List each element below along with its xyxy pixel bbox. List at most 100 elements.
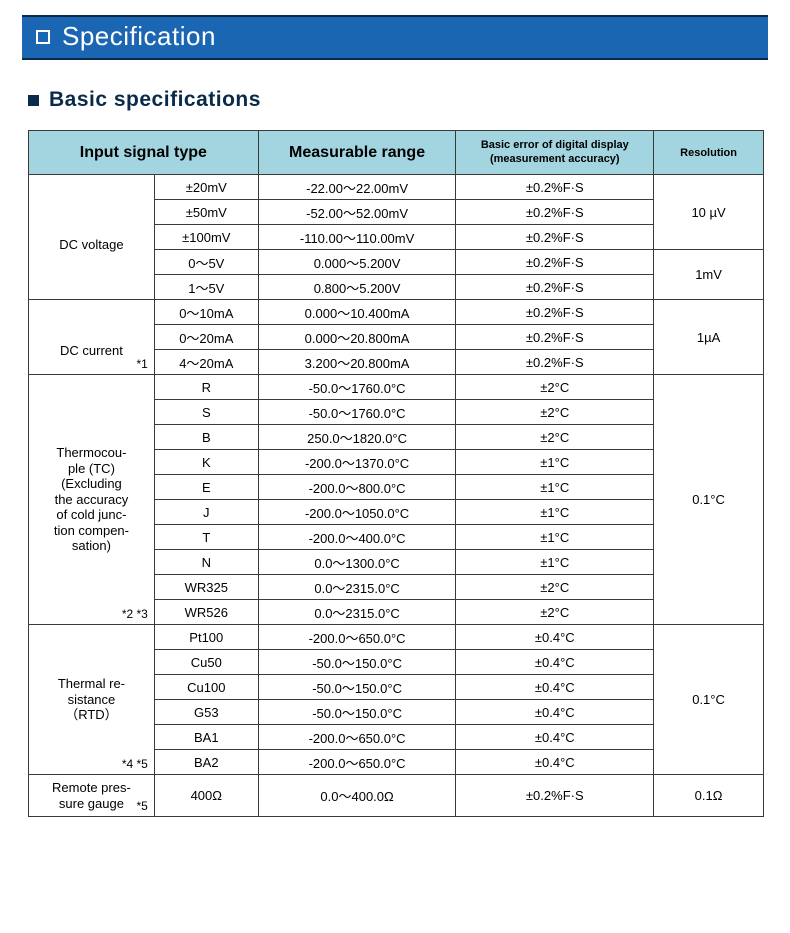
banner-title: Specification (62, 21, 216, 52)
range-cell: 0.000～5.200V (258, 250, 456, 275)
range-cell: -200.0～1050.0°C (258, 500, 456, 525)
subtype-cell: N (154, 550, 258, 575)
range-cell: 0.0～2315.0°C (258, 600, 456, 625)
col-resolution: Resolution (654, 131, 764, 175)
group-label: Thermal re-sistance（RTD） *4 *5 (29, 625, 155, 775)
resolution-cell: 10 µV (654, 175, 764, 250)
table-row: Thermocou-ple (TC)(Excludingthe accuracy… (29, 375, 764, 400)
subtype-cell: K (154, 450, 258, 475)
subtype-cell: Pt100 (154, 625, 258, 650)
subhead-bullet-icon (28, 95, 39, 106)
subtype-cell: E (154, 475, 258, 500)
subtype-cell: ±100mV (154, 225, 258, 250)
resolution-cell: 0.1°C (654, 625, 764, 775)
subtype-cell: ±50mV (154, 200, 258, 225)
range-cell: 0.0～400.0Ω (258, 775, 456, 817)
error-cell: ±2°C (456, 575, 654, 600)
range-cell: -110.00～110.00mV (258, 225, 456, 250)
table-row: DC current*10～10mA0.000～10.400mA±0.2%F·S… (29, 300, 764, 325)
group-label-text: Thermal re-sistance（RTD） (29, 676, 154, 723)
group-footnote: *2 *3 (122, 607, 148, 621)
range-cell: -200.0～1370.0°C (258, 450, 456, 475)
error-cell: ±0.2%F·S (456, 325, 654, 350)
subtype-cell: 400Ω (154, 775, 258, 817)
range-cell: -200.0～650.0°C (258, 725, 456, 750)
resolution-cell: 0.1°C (654, 375, 764, 625)
subtype-cell: 0～5V (154, 250, 258, 275)
table-row: DC voltage±20mV-22.00～22.00mV±0.2%F·S10 … (29, 175, 764, 200)
group-footnote: *4 *5 (122, 757, 148, 771)
error-cell: ±2°C (456, 425, 654, 450)
error-cell: ±2°C (456, 600, 654, 625)
subtype-cell: WR526 (154, 600, 258, 625)
range-cell: -50.0～1760.0°C (258, 400, 456, 425)
subtype-cell: BA2 (154, 750, 258, 775)
col-measurable-range: Measurable range (258, 131, 456, 175)
group-footnote: *5 (137, 799, 148, 813)
subtype-cell: 0～20mA (154, 325, 258, 350)
group-label: DC voltage (29, 175, 155, 300)
error-cell: ±1°C (456, 450, 654, 475)
error-cell: ±0.2%F·S (456, 775, 654, 817)
error-cell: ±0.4°C (456, 750, 654, 775)
subtype-cell: S (154, 400, 258, 425)
subtype-cell: J (154, 500, 258, 525)
range-cell: -50.0～150.0°C (258, 675, 456, 700)
error-cell: ±0.4°C (456, 625, 654, 650)
error-cell: ±0.2%F·S (456, 175, 654, 200)
error-cell: ±0.2%F·S (456, 225, 654, 250)
range-cell: -50.0～150.0°C (258, 700, 456, 725)
error-cell: ±0.2%F·S (456, 250, 654, 275)
section-banner: Specification (22, 15, 768, 60)
group-footnote: *1 (137, 357, 148, 371)
range-cell: -200.0～650.0°C (258, 750, 456, 775)
subtype-cell: BA1 (154, 725, 258, 750)
subtype-cell: 4～20mA (154, 350, 258, 375)
error-cell: ±0.4°C (456, 650, 654, 675)
resolution-cell: 1µA (654, 300, 764, 375)
error-cell: ±1°C (456, 550, 654, 575)
range-cell: -52.00～52.00mV (258, 200, 456, 225)
range-cell: 0.000～20.800mA (258, 325, 456, 350)
error-cell: ±1°C (456, 475, 654, 500)
banner-bullet-icon (36, 30, 50, 44)
error-cell: ±1°C (456, 500, 654, 525)
subtype-cell: G53 (154, 700, 258, 725)
col-basic-error: Basic error of digital display(measureme… (456, 131, 654, 175)
subhead-text: Basic specifications (49, 88, 261, 112)
group-label: DC current*1 (29, 300, 155, 375)
subsection-heading: Basic specifications (28, 88, 768, 112)
range-cell: 0.0～2315.0°C (258, 575, 456, 600)
error-cell: ±0.2%F·S (456, 350, 654, 375)
error-cell: ±0.2%F·S (456, 275, 654, 300)
group-label: Remote pres-sure gauge*5 (29, 775, 155, 817)
range-cell: 3.200～20.800mA (258, 350, 456, 375)
error-cell: ±0.2%F·S (456, 300, 654, 325)
resolution-cell: 1mV (654, 250, 764, 300)
header-row: Input signal type Measurable range Basic… (29, 131, 764, 175)
subtype-cell: Cu100 (154, 675, 258, 700)
range-cell: -22.00～22.00mV (258, 175, 456, 200)
spec-table: Input signal type Measurable range Basic… (28, 130, 764, 817)
group-label-text: DC current (29, 343, 154, 359)
group-label-text: Remote pres-sure gauge (29, 780, 154, 811)
range-cell: -50.0～150.0°C (258, 650, 456, 675)
range-cell: 250.0～1820.0°C (258, 425, 456, 450)
range-cell: -200.0～800.0°C (258, 475, 456, 500)
error-cell: ±0.4°C (456, 725, 654, 750)
group-label-text: DC voltage (29, 237, 154, 253)
error-cell: ±1°C (456, 525, 654, 550)
group-label-text: Thermocou-ple (TC)(Excludingthe accuracy… (29, 445, 154, 554)
range-cell: 0.800～5.200V (258, 275, 456, 300)
subtype-cell: Cu50 (154, 650, 258, 675)
subtype-cell: 1～5V (154, 275, 258, 300)
range-cell: -50.0～1760.0°C (258, 375, 456, 400)
subtype-cell: WR325 (154, 575, 258, 600)
range-cell: 0.0～1300.0°C (258, 550, 456, 575)
subtype-cell: 0～10mA (154, 300, 258, 325)
resolution-cell: 0.1Ω (654, 775, 764, 817)
error-cell: ±2°C (456, 400, 654, 425)
subtype-cell: ±20mV (154, 175, 258, 200)
subtype-cell: B (154, 425, 258, 450)
subtype-cell: T (154, 525, 258, 550)
